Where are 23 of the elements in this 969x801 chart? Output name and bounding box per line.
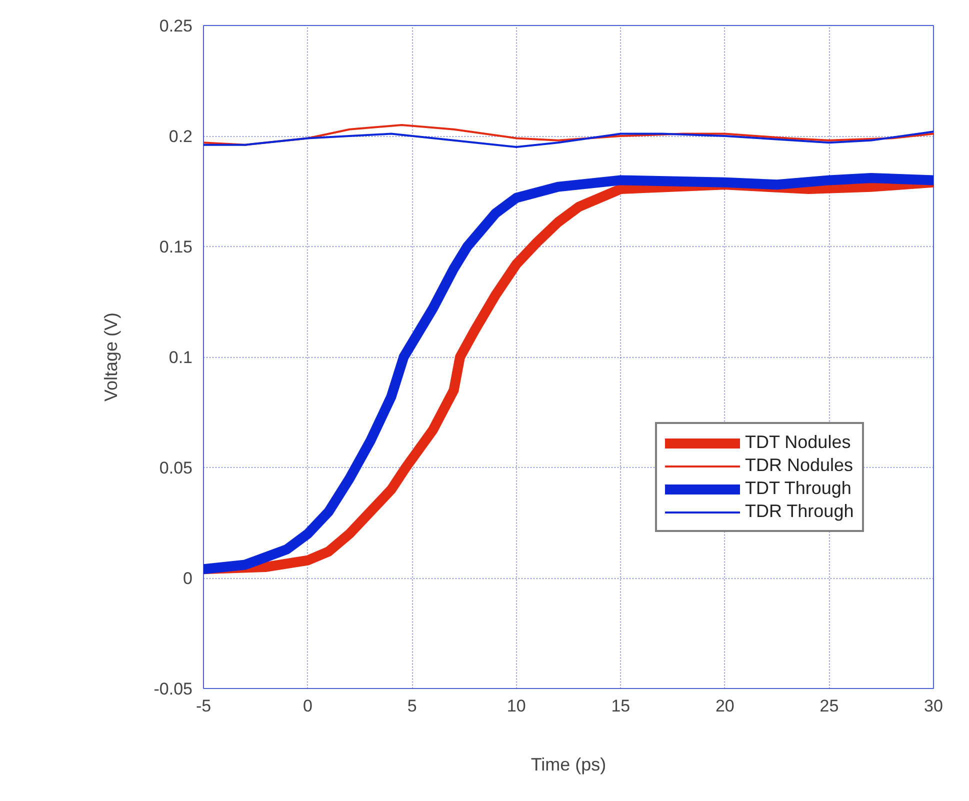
x-tick-label: -5 [196,696,212,716]
x-tick-label: 25 [820,696,839,716]
line-series [204,124,934,146]
legend-label: TDR Nodules [745,455,854,476]
y-tick-label: 0.15 [159,238,193,256]
line-series [204,130,934,148]
legend-label: TDR Through [745,501,854,522]
y-tick-label: 0.25 [159,16,193,36]
x-tick-label: 30 [924,696,943,716]
x-axis-title: Time (ps) [530,754,606,774]
y-tick-label: -0.05 [154,680,192,698]
y-tick-label: 0.2 [168,127,193,146]
y-tick-label: 0 [183,569,193,588]
legend-label: TDT Nodules [745,432,851,453]
x-tick-label: 5 [407,696,417,716]
x-tick-label: 10 [506,696,526,716]
x-tick-label: 0 [303,696,313,716]
legend-label: TDT Through [745,478,852,499]
x-tick-label: 20 [715,696,734,716]
y-tick-label: 0.05 [159,458,193,478]
y-tick-label: 0.1 [168,348,193,367]
y-axis-title: Voltage (V) [100,312,121,402]
x-tick-label: 15 [611,696,630,716]
